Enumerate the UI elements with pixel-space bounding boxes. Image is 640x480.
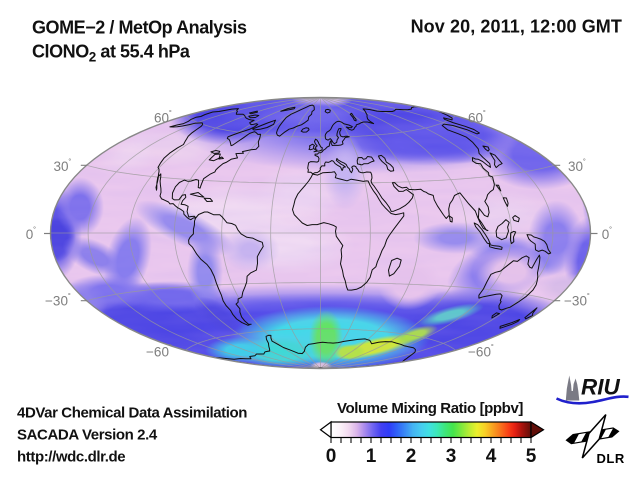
svg-text:0˚: 0˚ (26, 226, 37, 242)
svg-text:1: 1 (366, 446, 377, 467)
svg-text:SACADA Version 2.4: SACADA Version 2.4 (17, 427, 158, 444)
svg-text:−30˚: −30˚ (45, 293, 71, 309)
svg-text:0˚: 0˚ (602, 226, 613, 242)
svg-text:ClONO2 at 55.4 hPa: ClONO2 at 55.4 hPa (32, 42, 191, 65)
svg-text:0: 0 (326, 446, 337, 467)
svg-text:30˚: 30˚ (568, 158, 586, 174)
svg-text:http://wdc.dlr.de: http://wdc.dlr.de (17, 449, 125, 466)
svg-text:Volume Mixing Ratio [ppbv]: Volume Mixing Ratio [ppbv] (337, 400, 523, 417)
svg-text:3: 3 (446, 446, 457, 467)
svg-text:2: 2 (406, 446, 417, 467)
svg-text:RIU: RIU (581, 375, 621, 400)
svg-text:GOME−2 / MetOp Analysis: GOME−2 / MetOp Analysis (32, 18, 247, 38)
svg-text:30˚: 30˚ (53, 158, 71, 174)
svg-text:4DVar Chemical Data Assimilati: 4DVar Chemical Data Assimilation (17, 405, 247, 422)
svg-text:−60˚: −60˚ (468, 344, 494, 360)
svg-text:−30˚: −30˚ (564, 293, 590, 309)
svg-text:−60˚: −60˚ (146, 344, 172, 360)
svg-text:DLR: DLR (597, 451, 625, 466)
svg-text:Nov 20, 2011, 12:00 GMT: Nov 20, 2011, 12:00 GMT (411, 17, 622, 37)
svg-text:4: 4 (486, 446, 497, 467)
svg-text:5: 5 (526, 446, 537, 467)
svg-text:60˚: 60˚ (154, 110, 172, 126)
svg-text:60˚: 60˚ (468, 110, 486, 126)
